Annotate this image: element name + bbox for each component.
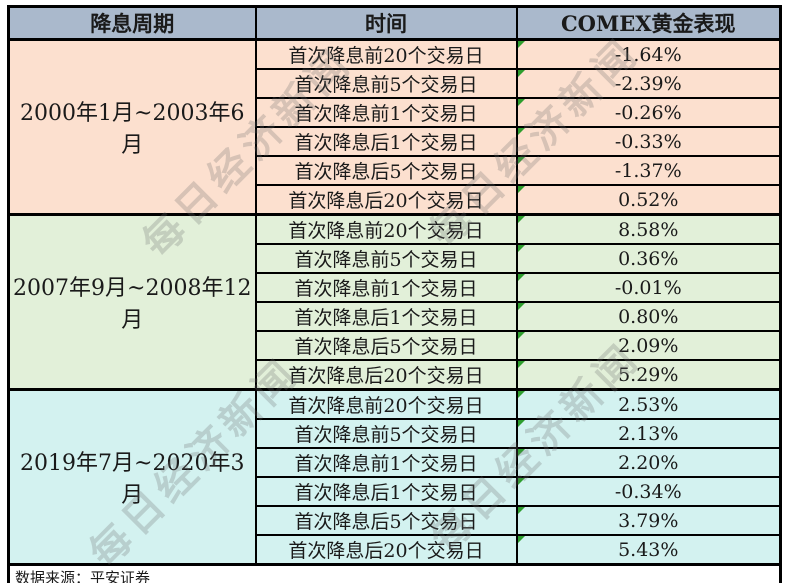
value-cell: -1.64% <box>515 38 782 70</box>
time-cell: 首次降息前5个交易日 <box>254 243 518 274</box>
value-cell: 0.80% <box>515 301 782 332</box>
time-cell: 首次降息后1个交易日 <box>254 301 518 332</box>
value-cell: 8.58% <box>515 213 782 245</box>
time-cell: 首次降息后5个交易日 <box>254 505 518 536</box>
excel-flag-icon <box>518 217 525 223</box>
time-cell: 首次降息前20个交易日 <box>254 388 518 420</box>
table-row: 2019年7月~2020年3月 首次降息前20个交易日 2.53% <box>7 388 782 566</box>
column-header-time: 时间 <box>254 5 518 41</box>
value-cell: 0.36% <box>515 243 782 274</box>
value-text: 2.09% <box>618 334 679 357</box>
table-row: 首次降息后1个交易日 -0.33% <box>8 126 782 157</box>
value-cell: -0.01% <box>515 272 782 303</box>
header-row: 降息周期 时间 COMEX黄金表现 <box>7 5 782 41</box>
excel-flag-icon <box>518 508 525 514</box>
time-cell: 首次降息前1个交易日 <box>254 447 518 478</box>
period-cell-2007: 2007年9月~2008年12月 <box>7 213 257 391</box>
value-text: 0.80% <box>618 305 679 328</box>
value-text: -0.33% <box>614 130 682 153</box>
column-header-period: 降息周期 <box>7 5 257 41</box>
value-text: -1.64% <box>614 43 682 66</box>
value-text: -0.34% <box>614 480 682 503</box>
period-cell-2000: 2000年1月~2003年6月 <box>7 38 257 216</box>
column-header-comex-gold: COMEX黄金表现 <box>515 5 782 41</box>
excel-flag-icon <box>518 421 525 427</box>
source-row: 数据来源：平安证券 <box>7 563 782 583</box>
value-cell: 2.53% <box>515 388 782 420</box>
value-text: -1.37% <box>614 159 682 182</box>
value-cell: 2.20% <box>515 447 782 478</box>
value-cell: -2.39% <box>515 68 782 99</box>
time-cell: 首次降息后1个交易日 <box>254 126 518 157</box>
excel-flag-icon <box>518 479 525 485</box>
time-cell: 首次降息前20个交易日 <box>254 213 518 245</box>
value-text: -0.26% <box>614 101 682 124</box>
value-text: 5.43% <box>618 538 679 561</box>
excel-flag-icon <box>518 71 525 77</box>
excel-flag-icon <box>518 304 525 310</box>
time-cell: 首次降息前5个交易日 <box>254 68 518 99</box>
value-cell: -0.33% <box>515 126 782 157</box>
value-cell: -0.34% <box>515 476 782 507</box>
value-cell: 5.29% <box>515 359 782 391</box>
time-cell: 首次降息后20个交易日 <box>254 184 518 216</box>
time-cell: 首次降息后20个交易日 <box>254 534 518 566</box>
excel-flag-icon <box>518 42 525 48</box>
time-cell: 首次降息后5个交易日 <box>254 330 518 361</box>
excel-flag-icon <box>518 275 525 281</box>
time-cell: 首次降息后1个交易日 <box>254 476 518 507</box>
excel-flag-icon <box>518 333 525 339</box>
excel-flag-icon <box>518 392 525 398</box>
value-text: 2.20% <box>618 451 679 474</box>
value-text: 2.13% <box>618 422 679 445</box>
value-cell: 5.43% <box>515 534 782 566</box>
value-text: 0.36% <box>618 247 679 270</box>
excel-flag-icon <box>518 100 525 106</box>
value-cell: 3.79% <box>515 505 782 536</box>
value-cell: 0.52% <box>515 184 782 216</box>
value-cell: -0.26% <box>515 97 782 128</box>
rate-cut-gold-table: 降息周期 时间 COMEX黄金表现 2000年1月~2003年6月 首次降息前2… <box>7 5 782 583</box>
excel-flag-icon <box>518 158 525 164</box>
value-cell: -1.37% <box>515 155 782 186</box>
value-text: 8.58% <box>618 218 679 241</box>
value-text: -0.01% <box>614 276 682 299</box>
excel-flag-icon <box>518 536 525 543</box>
time-cell: 首次降息后5个交易日 <box>254 155 518 186</box>
excel-flag-icon <box>518 450 525 456</box>
value-cell: 2.09% <box>515 330 782 361</box>
excel-flag-icon <box>518 246 525 252</box>
value-text: 5.29% <box>618 363 679 386</box>
value-text: -2.39% <box>614 72 682 95</box>
time-cell: 首次降息前1个交易日 <box>254 97 518 128</box>
excel-flag-icon <box>518 129 525 135</box>
value-text: 3.79% <box>618 509 679 532</box>
time-cell: 首次降息前5个交易日 <box>254 418 518 449</box>
time-cell: 首次降息前20个交易日 <box>254 38 518 70</box>
excel-flag-icon <box>518 186 525 193</box>
value-cell: 2.13% <box>515 418 782 449</box>
value-text: 2.53% <box>618 393 679 416</box>
period-cell-2019: 2019年7月~2020年3月 <box>7 388 257 566</box>
table-row: 首次降息前5个交易日 -2.39% <box>8 68 782 99</box>
time-cell: 首次降息后20个交易日 <box>254 359 518 391</box>
table-row: 2007年9月~2008年12月 首次降息前20个交易日 8.58% <box>7 213 782 391</box>
time-cell: 首次降息前1个交易日 <box>254 272 518 303</box>
excel-flag-icon <box>518 361 525 368</box>
data-source-note: 数据来源：平安证券 <box>7 563 782 583</box>
table-row: 2000年1月~2003年6月 首次降息前20个交易日 -1.64% <box>7 38 782 216</box>
value-text: 0.52% <box>618 188 679 211</box>
